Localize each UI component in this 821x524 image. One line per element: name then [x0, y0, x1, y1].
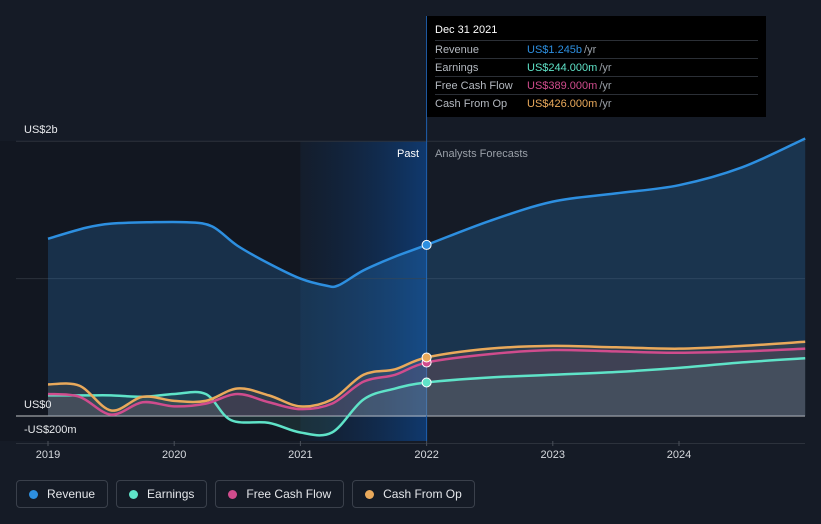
- x-tick-label: 2020: [162, 449, 186, 461]
- legend-item-earnings[interactable]: Earnings: [116, 480, 208, 508]
- tooltip-row: Free Cash Flow US$389.000m/yr: [435, 76, 758, 94]
- tooltip-row-value: US$389.000m: [527, 79, 598, 92]
- tooltip-row: Cash From Op US$426.000m/yr: [435, 94, 758, 112]
- tooltip-row-name: Revenue: [435, 43, 480, 56]
- tooltip-row-value: US$244.000m: [527, 61, 598, 74]
- revenue-line: [47, 137, 806, 289]
- tooltip-row-unit: /yr: [599, 79, 612, 92]
- tooltip-row-unit: /yr: [599, 97, 612, 110]
- earnings-marker: [421, 377, 432, 388]
- x-tick-label: 2024: [667, 449, 691, 461]
- free-cash-flow-line: [47, 347, 806, 416]
- x-tick-label: 2022: [414, 449, 438, 461]
- forecast-label: Analysts Forecasts: [435, 148, 528, 160]
- tooltip: Dec 31 2021 Revenue US$1.245b/yr Earnings U…: [427, 16, 766, 117]
- past-shade: [300, 141, 427, 441]
- legend-item-free-cash-flow[interactable]: Free Cash Flow: [215, 480, 345, 508]
- tooltip-row-value: US$426.000m: [527, 97, 598, 110]
- earnings-area: [48, 358, 806, 436]
- legend-item-cash-from-op[interactable]: Cash From Op: [352, 480, 475, 508]
- tooltip-row-value: US$1.245b: [527, 43, 583, 56]
- tooltip-row-name: Earnings: [435, 61, 479, 74]
- legend-label: Cash From Op: [383, 487, 462, 501]
- tooltip-row-unit: /yr: [584, 43, 597, 56]
- past-label: Past: [397, 148, 419, 160]
- cash-from-op-marker: [421, 352, 432, 363]
- y-label-top: US$2b: [24, 124, 58, 136]
- legend-label: Free Cash Flow: [246, 487, 332, 501]
- legend-item-revenue[interactable]: Revenue: [16, 480, 109, 508]
- x-tick-label: 2023: [541, 449, 565, 461]
- legend-label: Earnings: [147, 487, 195, 501]
- tooltip-date: Dec 31 2021: [435, 24, 498, 36]
- cash-from-op-line: [47, 340, 806, 412]
- revenue-marker: [421, 239, 432, 250]
- legend-label: Revenue: [47, 487, 96, 501]
- legend: Revenue Earnings Free Cash Flow Cash From O…: [16, 480, 475, 508]
- y-label-neg: -US$200m: [24, 424, 77, 436]
- legend-dot-icon: [365, 489, 375, 499]
- x-tick-label: 2021: [288, 449, 312, 461]
- x-tick-label: 2019: [36, 449, 60, 461]
- tooltip-row: Earnings US$244.000m/yr: [435, 58, 758, 76]
- tooltip-row-name: Free Cash Flow: [435, 79, 513, 92]
- tooltip-row-name: Cash From Op: [435, 97, 508, 110]
- tooltip-row-unit: /yr: [599, 61, 612, 74]
- legend-dot-icon: [29, 489, 38, 499]
- legend-dot-icon: [228, 489, 238, 499]
- y-label-zero: US$0: [24, 399, 52, 411]
- legend-dot-icon: [129, 489, 139, 499]
- tooltip-row: Revenue US$1.245b/yr: [435, 40, 758, 58]
